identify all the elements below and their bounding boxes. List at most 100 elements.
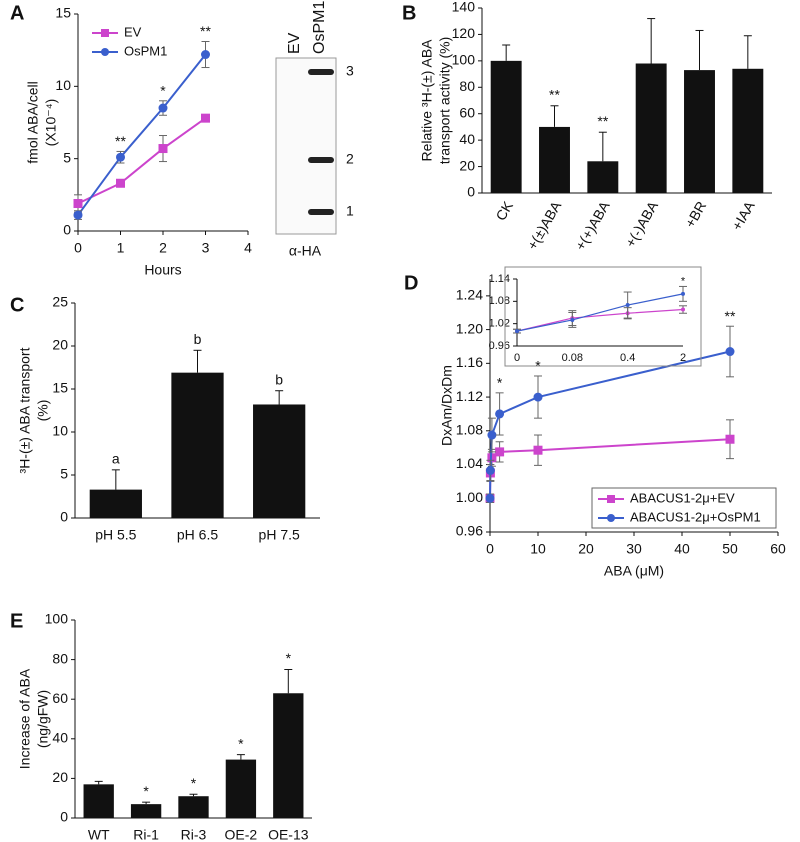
bar — [635, 63, 667, 193]
x-axis-label: Hours — [144, 262, 181, 278]
x-tick-label: pH 5.5 — [95, 527, 136, 543]
series-line — [516, 293, 684, 332]
x-tick-label: 10 — [530, 541, 546, 557]
annotation: ** — [549, 86, 560, 102]
legend-label: OsPM1 — [124, 43, 167, 58]
size-marker: 1 — [346, 203, 354, 219]
y-tick-label: 40 — [459, 131, 475, 147]
y-tick-label: 10 — [55, 77, 71, 93]
x-tick-label: 60 — [770, 541, 786, 557]
y-tick-label: 1.12 — [456, 388, 483, 404]
marker — [158, 144, 168, 154]
y-axis-label: (%) — [35, 400, 51, 422]
marker — [533, 392, 543, 402]
marker — [681, 291, 685, 296]
y-tick-label: 1.04 — [456, 455, 483, 471]
x-tick-label: WT — [88, 827, 110, 842]
x-tick-label: OE-13 — [268, 827, 309, 842]
x-tick-label: pH 6.5 — [177, 527, 218, 543]
bar — [83, 784, 114, 818]
marker — [495, 409, 505, 419]
x-tick-label: 4 — [244, 240, 252, 256]
marker — [570, 317, 575, 322]
x-tick-label: 20 — [578, 541, 594, 557]
blot-band — [308, 157, 334, 163]
legend-frame — [591, 487, 777, 529]
bar — [732, 68, 764, 193]
x-tick-label: 0.08 — [562, 352, 583, 364]
y-axis-label: DxAm/DxDm — [439, 365, 455, 446]
y-tick-label: 5 — [60, 466, 68, 482]
bar — [587, 161, 619, 193]
marker — [158, 103, 168, 113]
y-tick-label: 15 — [52, 380, 68, 396]
y-tick-label: 100 — [452, 52, 476, 68]
marker — [681, 307, 685, 312]
annotation: a — [112, 451, 120, 467]
x-tick-label: 2 — [159, 240, 167, 256]
y-tick-label: 140 — [452, 0, 476, 15]
y-tick-label: 1.16 — [456, 354, 483, 370]
x-tick-label: +BR — [682, 198, 710, 230]
x-tick-label: 2 — [680, 352, 686, 364]
annotation: * — [286, 650, 292, 666]
y-tick-label: 20 — [52, 769, 68, 785]
annotation: b — [194, 331, 202, 347]
y-axis-label: Increase of ABA — [17, 668, 33, 769]
y-tick-label: 10 — [52, 423, 68, 439]
legend-marker — [101, 29, 109, 37]
y-tick-label: 100 — [45, 611, 69, 627]
marker — [487, 430, 497, 440]
bar — [178, 796, 209, 818]
lane-label: OsPM1 — [311, 1, 328, 54]
x-tick-label: +(-)ABA — [622, 198, 661, 250]
x-tick-label: 1 — [117, 240, 125, 256]
x-tick-label: OE-2 — [225, 827, 258, 842]
bar — [89, 489, 142, 518]
marker — [201, 113, 210, 123]
size-marker: 3 — [346, 63, 354, 79]
y-tick-label: 5 — [63, 149, 71, 165]
annotation: ** — [725, 308, 736, 324]
antibody-label: α-HA — [289, 243, 322, 259]
marker — [485, 465, 495, 475]
marker — [73, 210, 83, 220]
y-tick-label: 80 — [52, 650, 68, 666]
lane-label: EV — [286, 32, 303, 54]
panel-label: B — [402, 2, 416, 24]
y-tick-label: 15 — [55, 5, 71, 21]
legend-marker — [607, 514, 615, 522]
blot-band — [308, 209, 334, 215]
y-tick-label: 120 — [452, 25, 476, 41]
x-tick-label: +(+)ABA — [572, 198, 613, 253]
marker — [725, 434, 735, 444]
y-axis-label: (ng/gFW) — [35, 690, 51, 748]
y-tick-label: 0 — [63, 222, 71, 238]
bar — [225, 759, 257, 818]
x-tick-label: 0.4 — [620, 352, 635, 364]
y-tick-label: 20 — [459, 157, 475, 173]
y-tick-label: 60 — [52, 690, 68, 706]
y-axis-label: Relative ³H-(±) ABA — [419, 39, 435, 162]
y-axis-label: transport activity (%) — [437, 37, 453, 165]
annotation: * — [238, 735, 244, 751]
annotation: ** — [597, 113, 608, 129]
marker — [485, 493, 495, 503]
y-tick-label: 0 — [467, 184, 475, 200]
marker — [625, 303, 630, 308]
bar — [253, 404, 306, 518]
blot-band — [308, 69, 334, 75]
bar — [171, 372, 224, 518]
y-axis-label: (X10⁻⁴) — [43, 99, 59, 147]
x-tick-label: 50 — [722, 541, 738, 557]
marker — [73, 199, 83, 209]
legend-marker — [101, 48, 109, 56]
bar — [539, 126, 570, 193]
y-tick-label: 1.14 — [489, 273, 510, 285]
marker — [116, 178, 125, 188]
annotation: ** — [200, 23, 211, 39]
legend-label: ABACUS1-2μ+OsPM1 — [630, 509, 761, 524]
inset-frame — [504, 266, 702, 367]
